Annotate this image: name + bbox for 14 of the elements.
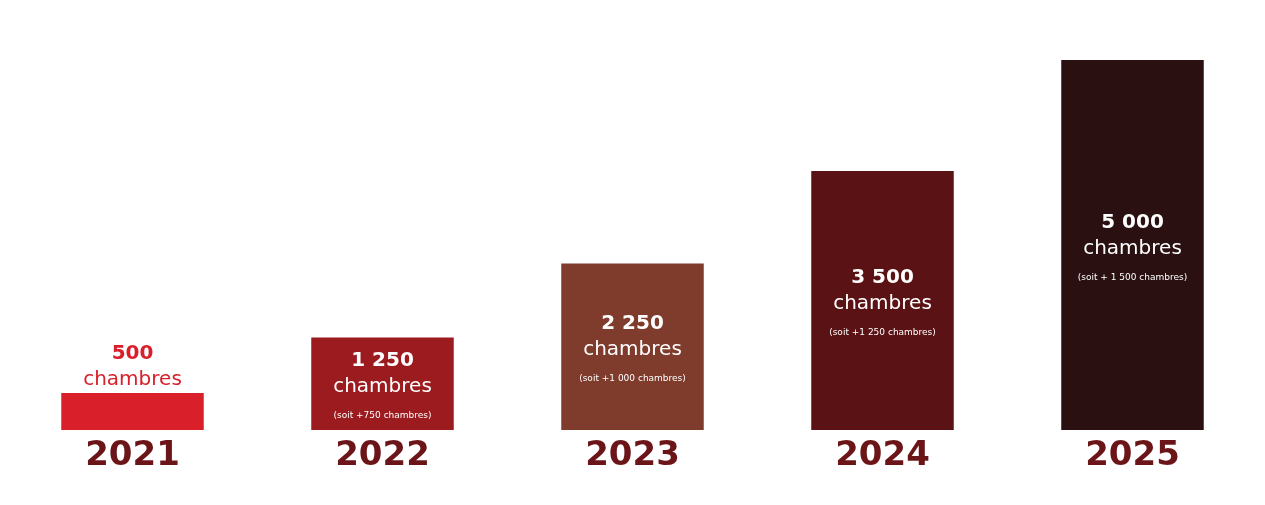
bar <box>1061 60 1204 430</box>
x-tick-label: 2022 <box>335 433 430 473</box>
bar <box>61 393 204 430</box>
bar <box>561 263 704 430</box>
x-tick-label: 2025 <box>1085 433 1180 473</box>
data-label: 1 250 chambres (soit +750 chambres) <box>333 347 432 421</box>
bar <box>811 171 954 430</box>
x-tick-label: 2021 <box>85 433 180 473</box>
data-label: 5 000 chambres (soit + 1 500 chambres) <box>1077 208 1188 282</box>
x-tick-label: 2023 <box>585 433 680 473</box>
data-label: 500 chambres <box>83 340 182 390</box>
data-label: 3 500 chambres (soit +1 250 chambres) <box>829 264 936 337</box>
data-label: 2 250 chambres (soit +1 000 chambres) <box>579 310 686 384</box>
x-tick-label: 2024 <box>835 433 930 473</box>
